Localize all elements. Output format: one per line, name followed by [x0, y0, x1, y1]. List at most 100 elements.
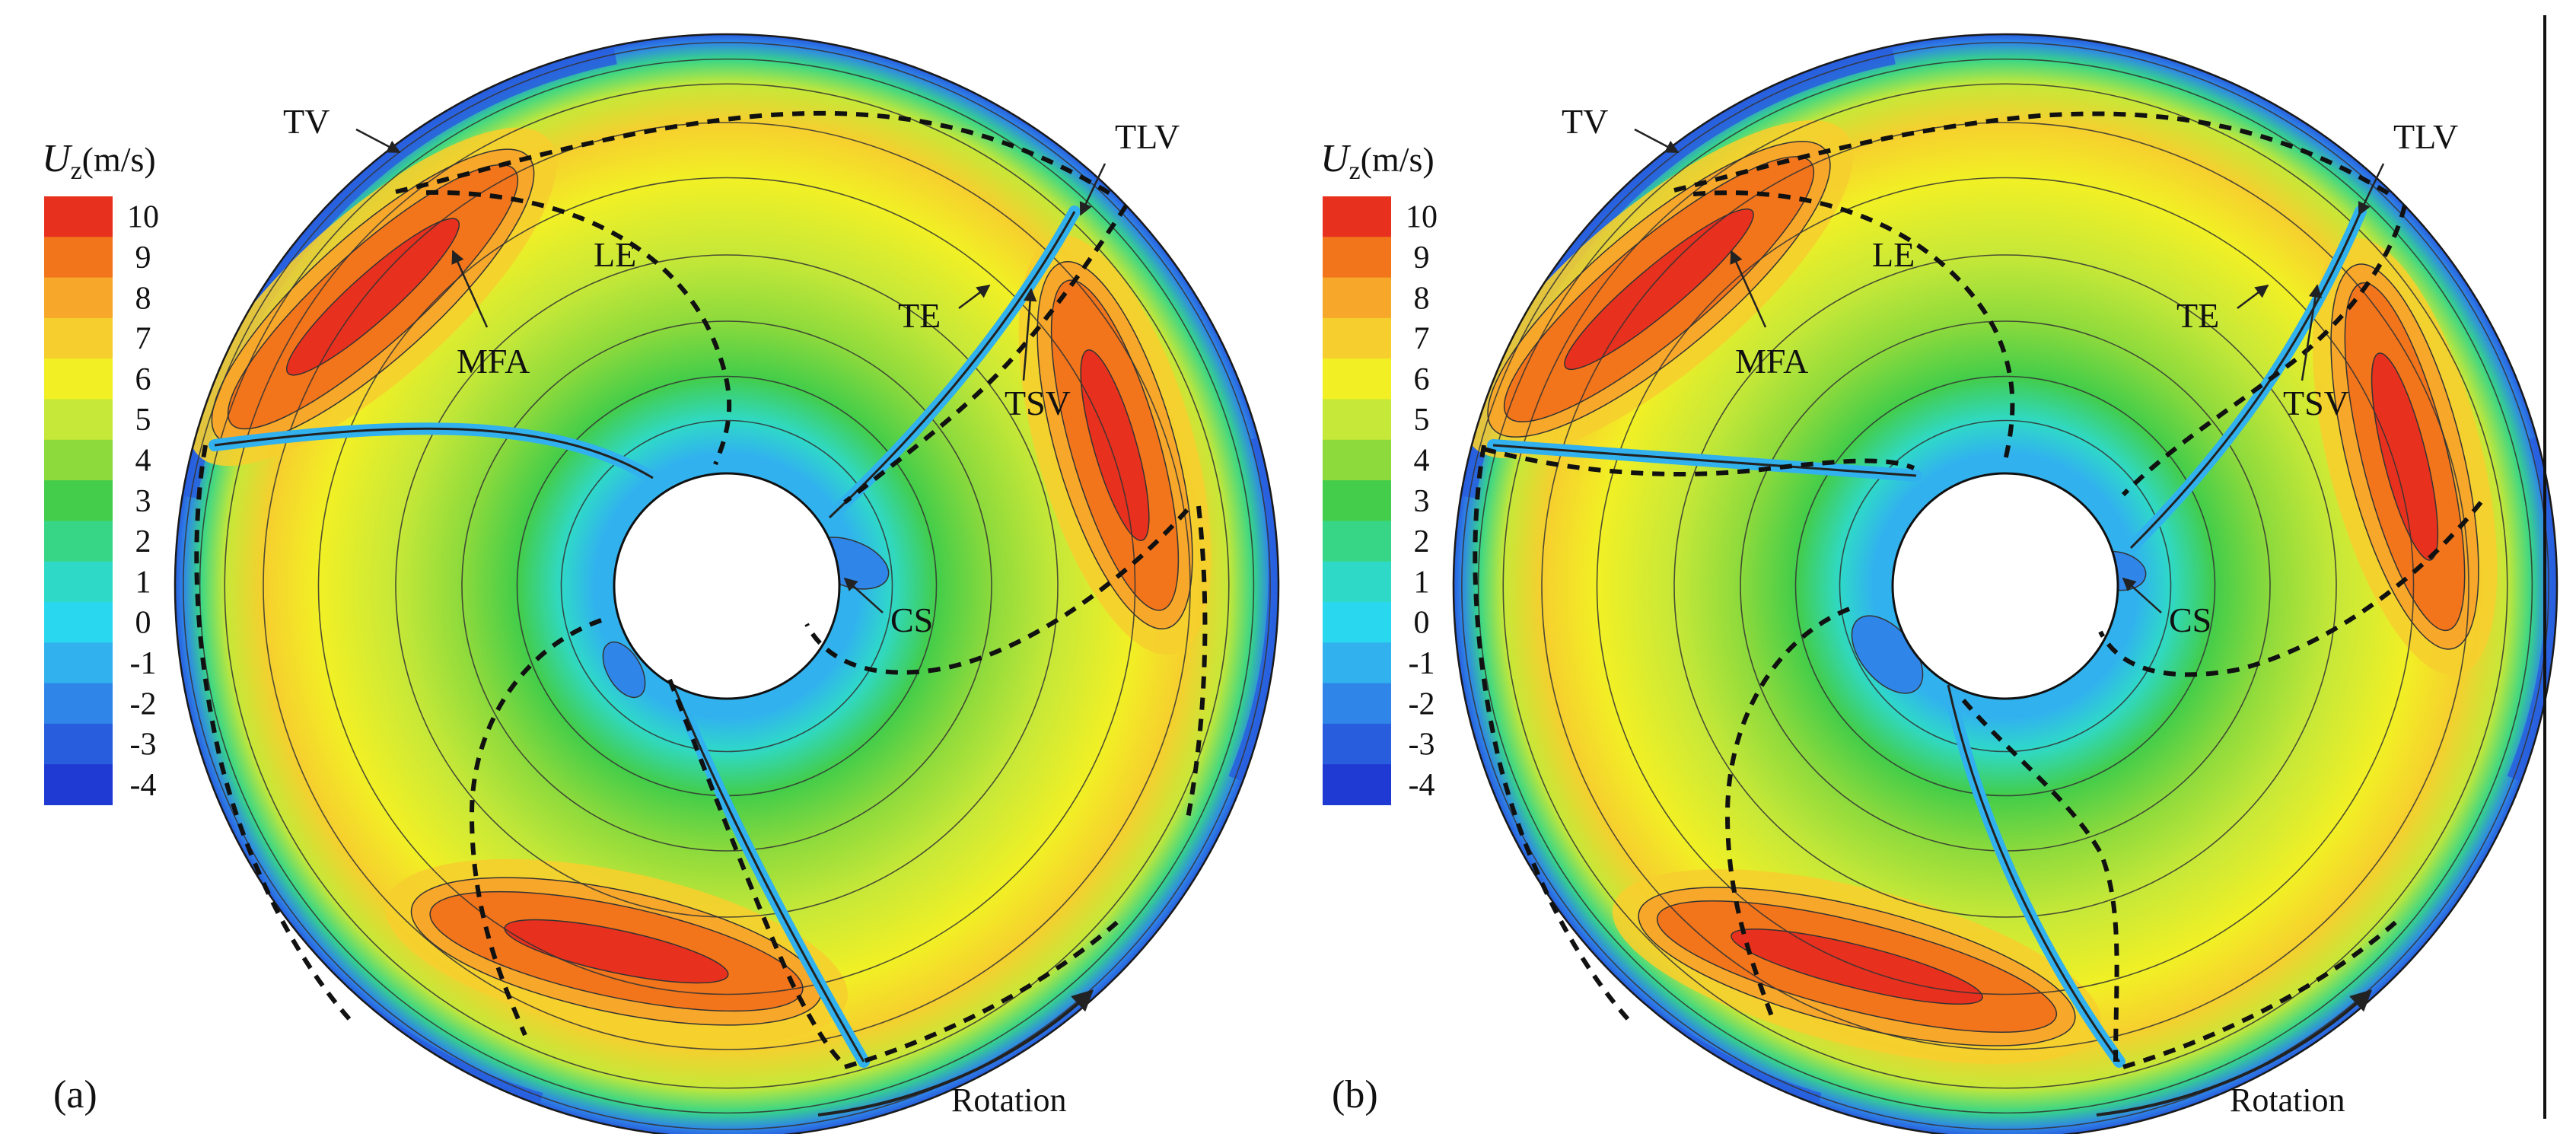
- colorbar-quantity: U: [1320, 137, 1352, 180]
- colorbar-tick-label: 3: [135, 484, 151, 519]
- annotation-arrow-cs: [843, 577, 884, 613]
- annotation-mfa: MFA: [1735, 342, 1808, 381]
- colorbar-tick-label: 3: [1414, 484, 1430, 519]
- annotation-arrow-tv: [355, 128, 401, 154]
- blade-line: [1492, 444, 1917, 477]
- colorbar-swatch: [1323, 602, 1391, 643]
- hub: [1891, 472, 2119, 700]
- annotation-tv: TV: [283, 102, 330, 141]
- colorbar-tick-label: -4: [1409, 768, 1435, 803]
- contour-level-10: [1080, 349, 1150, 541]
- annotation-arrow-tsv: [2301, 284, 2323, 381]
- colorbar-swatch: [1323, 399, 1391, 441]
- colorbar-swatch: [1323, 317, 1391, 359]
- colorbar-unit: (m/s): [82, 140, 156, 179]
- colorbar-swatch: [44, 399, 113, 441]
- colorbar-tick-label: 7: [1414, 322, 1430, 357]
- blade-outline-dashed: [1483, 447, 1915, 476]
- colorbar-tick-label: 10: [1406, 200, 1438, 235]
- contour-line: [1541, 122, 2469, 1050]
- colorbar-subscript: z: [1349, 157, 1361, 185]
- colorbar-swatch: [1323, 642, 1391, 684]
- blade-outline-dashed: [395, 110, 1113, 196]
- colorbar-subscript: z: [71, 157, 82, 185]
- colorbar-swatch: [44, 317, 113, 359]
- annotation-arrow-te: [958, 284, 991, 309]
- blade-outline-dashed: [194, 444, 352, 1021]
- colorbar-tick-label: 2: [135, 524, 151, 559]
- colorbar-swatch: [1323, 439, 1391, 481]
- colorbar-unit: (m/s): [1361, 140, 1434, 179]
- colorbar-tick-label: 5: [1414, 403, 1430, 438]
- colorbar-swatch: [44, 439, 113, 481]
- blade-outline-dashed: [2122, 919, 2399, 1069]
- contour-line: [1596, 177, 2415, 995]
- blade-outline-dashed: [1673, 111, 2391, 196]
- high-velocity-zone: [384, 858, 849, 1044]
- blade-outline-dashed: [1185, 505, 1208, 823]
- colorbar-swatch: [1323, 723, 1391, 765]
- blade-outline-dashed: [804, 508, 1189, 675]
- annotation-cs: CS: [890, 600, 933, 639]
- blade-line: [1947, 684, 2121, 1062]
- high-velocity-zone: [1465, 120, 1853, 458]
- contour-line: [224, 83, 1230, 1089]
- blade-outline-dashed: [1724, 607, 1851, 1021]
- colorbar-swatch: [1323, 764, 1391, 805]
- colorbar-swatch: [1323, 358, 1391, 400]
- colorbar-swatch: [44, 358, 113, 400]
- annotation-arrow-te: [2237, 284, 2269, 309]
- panel-label: (b): [1332, 1073, 1378, 1116]
- colorbar-tick-label: 4: [135, 443, 151, 478]
- hub: [613, 472, 841, 700]
- contour-line: [1794, 375, 2216, 797]
- colorbar-swatch: [44, 277, 113, 319]
- contour-line: [395, 254, 1059, 918]
- colorbar-title: Uz(m/s): [42, 137, 156, 185]
- high-velocity-zone: [189, 127, 557, 467]
- contour-line: [1502, 83, 2508, 1089]
- contour-level-10: [504, 919, 729, 984]
- annotation-le: LE: [1872, 235, 1915, 274]
- colorbar-swatch: [1323, 480, 1391, 521]
- annotation-mfa: MFA: [457, 342, 530, 381]
- colorbar-swatch: [1323, 561, 1391, 603]
- contour-line: [560, 419, 893, 753]
- colorbar-tick-label: 4: [1414, 443, 1430, 478]
- colorbar-tick-label: 6: [1414, 362, 1430, 397]
- colorbar-quantity: U: [42, 137, 73, 180]
- colorbar-tick-label: 8: [135, 281, 151, 316]
- colorbar-tick-label: 10: [127, 200, 159, 235]
- panel-a: TVLEMFATETLVTSVCS109876543210-1-2-3-4Uz(…: [42, 33, 1280, 1134]
- annotation-tlv: TLV: [2393, 117, 2458, 156]
- panel-b: TVLEMFATETLVTSVCS109876543210-1-2-3-4Uz(…: [1320, 33, 2558, 1134]
- contour-line: [183, 42, 1271, 1130]
- colorbar-swatch: [44, 723, 113, 765]
- colorbar-tick-label: 0: [135, 606, 151, 641]
- colorbar-tick-label: 6: [135, 362, 151, 397]
- colorbar-tick-label: 1: [1414, 565, 1430, 600]
- colorbar-tick-label: 7: [135, 322, 151, 357]
- contour-level-10: [2371, 352, 2439, 561]
- colorbar-tick-label: 2: [1414, 524, 1430, 559]
- disk-outline: [1452, 33, 2558, 1134]
- blade-outline-dashed: [667, 678, 847, 1068]
- high-velocity-zone: [2312, 237, 2498, 676]
- colorbar-swatch: [1323, 277, 1391, 319]
- colorbar-title: Uz(m/s): [1320, 137, 1434, 185]
- colorbar-swatch: [1323, 237, 1391, 279]
- colorbar-tick-label: -3: [130, 728, 157, 763]
- contour-disk: [175, 34, 1278, 1134]
- contour-line: [1477, 58, 2533, 1114]
- colorbar-tick-label: -1: [130, 646, 157, 681]
- blade-outline-dashed: [1473, 444, 1631, 1021]
- annotation-arrow-tv: [1634, 128, 1680, 154]
- contour-level-10: [285, 218, 460, 376]
- colorbar-tick-label: -3: [1409, 728, 1435, 763]
- contour-line: [461, 320, 992, 852]
- colorbar-swatch: [1323, 683, 1391, 725]
- annotation-tv: TV: [1562, 102, 1608, 141]
- rotation-arrow: [2096, 989, 2373, 1116]
- colorbar-tick-label: -2: [1409, 686, 1435, 721]
- high-velocity-zone: [1018, 235, 1212, 655]
